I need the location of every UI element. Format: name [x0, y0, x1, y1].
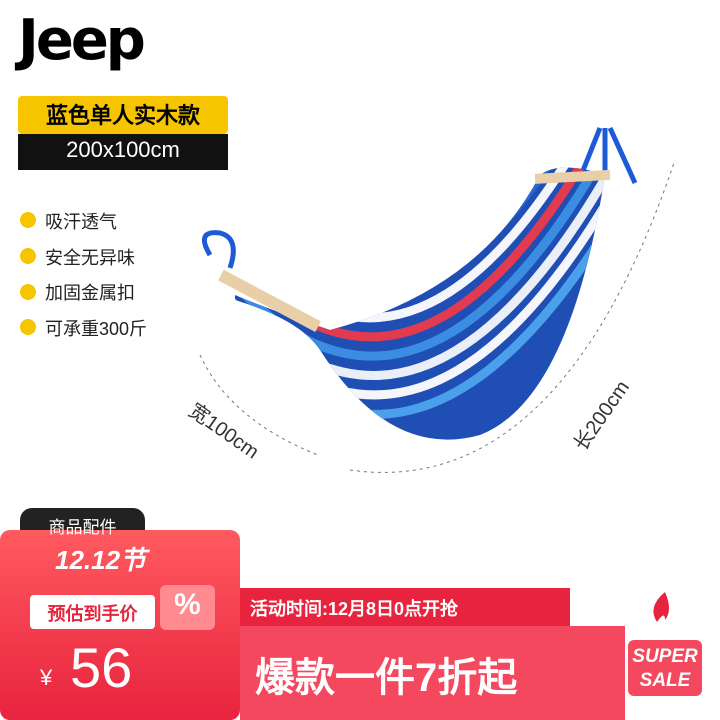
- percent-bg: [160, 585, 215, 630]
- price-label: 预估到手价: [47, 604, 138, 624]
- event-time: 活动时间:12月8日0点开抢: [250, 599, 459, 619]
- headline-panel: [240, 626, 625, 720]
- feature: 可承重300斤: [45, 319, 148, 340]
- feature: 安全无异味: [45, 247, 135, 268]
- size: 200x100cm: [66, 137, 180, 162]
- feature: 吸汗透气: [45, 212, 117, 232]
- badge-bg: [18, 96, 228, 134]
- price: 56: [70, 636, 133, 699]
- currency: ¥: [40, 665, 53, 690]
- badge-size-bg: [18, 134, 228, 170]
- percent-icon: %: [174, 588, 201, 621]
- model: 蓝色单人实木款: [45, 103, 200, 128]
- checks: [20, 212, 36, 335]
- sale-red: [628, 640, 702, 696]
- sale-sale: SALE: [639, 670, 691, 691]
- accessories-tab[interactable]: 商品配件: [48, 518, 117, 537]
- brand-logo: Jeep: [18, 8, 146, 73]
- hammock: [201, 126, 638, 440]
- festival: 12.12节: [55, 545, 147, 575]
- sale-super: SUPER: [632, 646, 698, 667]
- flame: [653, 592, 669, 622]
- feature: 加固金属扣: [45, 283, 135, 304]
- price-label-bg: [30, 595, 155, 629]
- headline: 爆款一件7折起: [255, 656, 518, 700]
- dimension-lines: [199, 159, 676, 473]
- event-bar: [240, 588, 570, 626]
